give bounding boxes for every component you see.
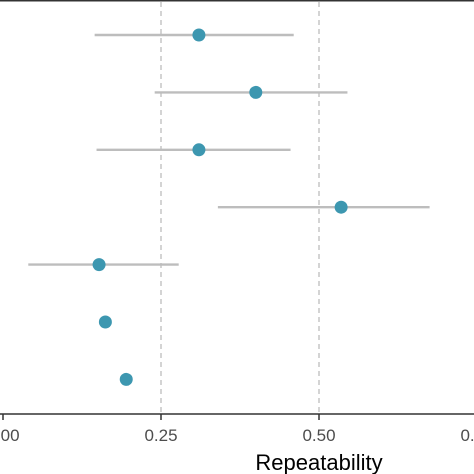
x-tick-label-0: 0.00 [0,426,20,445]
x-axis-ticks: 0.00 0.25 0.50 0.75 [0,414,474,445]
x-tick-label-1: 0.25 [144,426,177,445]
reference-lines [160,2,320,414]
point-5 [98,315,112,329]
point-0 [192,28,206,42]
x-tick-label-2: 0.50 [302,426,335,445]
x-tick-label-3: 0.75 [460,426,474,445]
point-2 [192,143,206,157]
point-6 [119,372,133,386]
point-1 [249,85,263,99]
point-4 [92,258,106,272]
point-estimates [92,28,348,386]
confidence-intervals [28,33,430,266]
x-axis-title: Repeatability [255,450,382,474]
point-3 [334,200,348,214]
